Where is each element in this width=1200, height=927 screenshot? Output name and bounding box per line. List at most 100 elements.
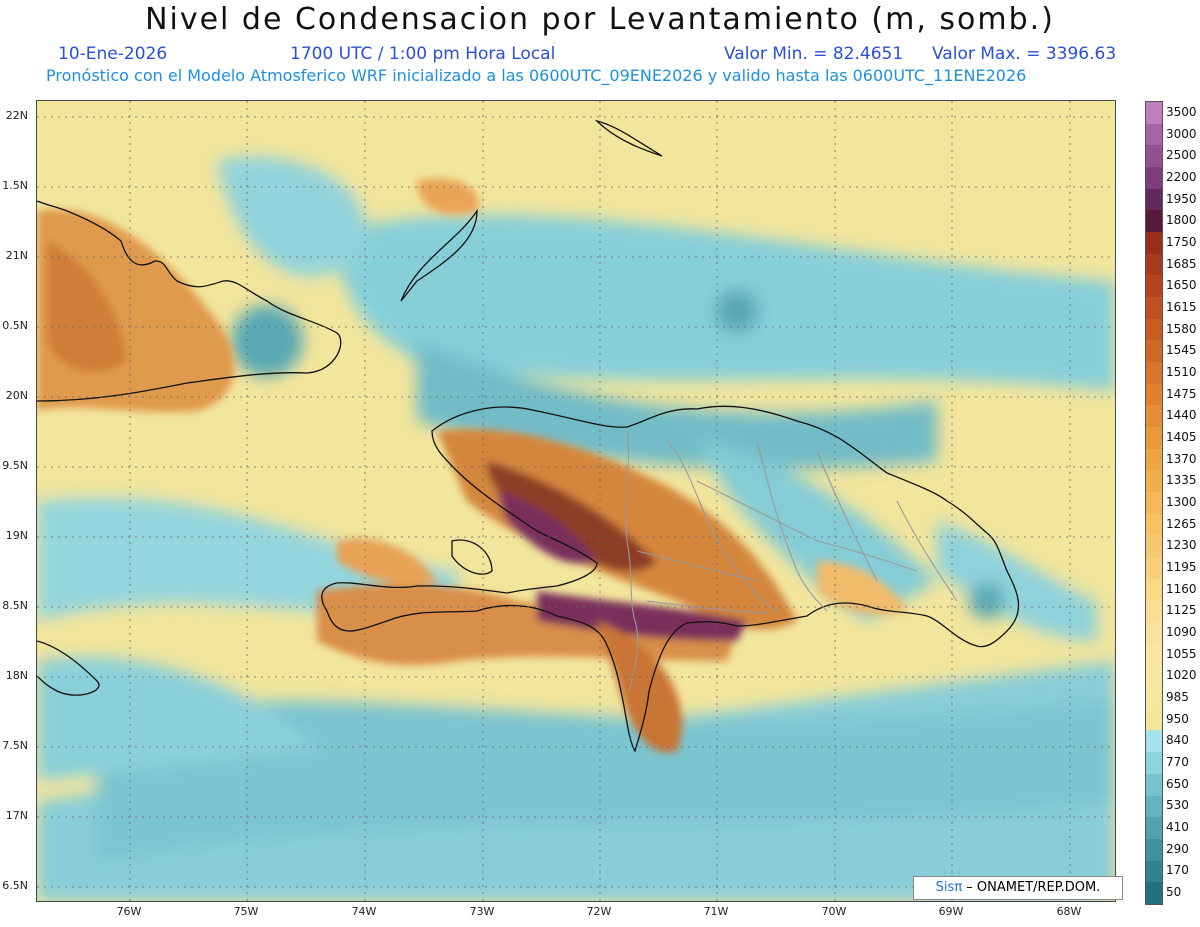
colorbar-swatch xyxy=(1146,730,1162,753)
lat-label: 8.5N xyxy=(2,599,28,612)
colorbar-swatch xyxy=(1146,188,1162,211)
colorbar-label: 950 xyxy=(1166,711,1189,726)
lon-label: 69W xyxy=(938,905,964,918)
colorbar-swatch xyxy=(1146,838,1162,861)
forecast-date: 10-Ene-2026 xyxy=(58,44,168,64)
colorbar-swatch xyxy=(1146,297,1162,319)
colorbar-label: 50 xyxy=(1166,885,1182,900)
colorbar-label: 1510 xyxy=(1166,364,1197,379)
colorbar-label: 1020 xyxy=(1166,668,1197,683)
colorbar-swatch xyxy=(1146,383,1162,406)
colorbar-label: 1370 xyxy=(1166,451,1197,466)
colorbar-swatch xyxy=(1146,600,1162,623)
colorbar-label: 1195 xyxy=(1166,560,1197,575)
forecast-time: 1700 UTC / 1:00 pm Hora Local xyxy=(290,44,556,64)
colorbar-swatch xyxy=(1146,860,1162,883)
colorbar-label: 1160 xyxy=(1166,581,1197,596)
colorbar-label: 1475 xyxy=(1166,386,1197,401)
colorbar-label: 840 xyxy=(1166,733,1189,748)
colorbar-label: 2200 xyxy=(1166,169,1197,184)
lat-label: 7.5N xyxy=(2,739,28,752)
lat-label: 20N xyxy=(5,389,28,402)
lat-label: 21N xyxy=(5,249,28,262)
colorbar-swatch xyxy=(1146,232,1162,254)
high-lcl-regions xyxy=(37,178,907,753)
colorbar-swatch xyxy=(1146,405,1162,428)
lat-label: 17N xyxy=(5,809,28,822)
colorbar xyxy=(1145,101,1163,905)
colorbar-label: 1950 xyxy=(1166,191,1197,206)
colorbar-label: 410 xyxy=(1166,820,1189,835)
colorbar-swatch xyxy=(1146,123,1162,146)
colorbar-label: 1545 xyxy=(1166,343,1197,358)
lon-label: 68W xyxy=(1056,905,1082,918)
colorbar-label: 1125 xyxy=(1166,603,1197,618)
colorbar-swatch xyxy=(1146,752,1162,774)
colorbar-swatch xyxy=(1146,643,1162,666)
colorbar-label: 530 xyxy=(1166,798,1189,813)
colorbar-label: 1335 xyxy=(1166,473,1197,488)
graticule xyxy=(37,101,1115,901)
colorbar-swatch xyxy=(1146,362,1162,384)
colorbar-label: 1685 xyxy=(1166,256,1197,271)
map-title: Nivel de Condensacion por Levantamiento … xyxy=(145,2,1055,37)
colorbar-swatch xyxy=(1146,622,1162,644)
colorbar-swatch xyxy=(1146,318,1162,341)
lon-label: 76W xyxy=(116,905,142,918)
colorbar-swatch xyxy=(1146,427,1162,449)
lat-label: 19N xyxy=(5,529,28,542)
colorbar-swatch xyxy=(1146,665,1162,688)
pi-symbol: π xyxy=(954,880,963,895)
colorbar-label: 985 xyxy=(1166,690,1189,705)
lat-label: 9.5N xyxy=(2,459,28,472)
colorbar-label: 650 xyxy=(1166,776,1189,791)
colorbar-swatch xyxy=(1146,795,1162,818)
colorbar-label: 1440 xyxy=(1166,408,1197,423)
colorbar-swatch xyxy=(1146,340,1162,363)
lon-label: 75W xyxy=(233,905,259,918)
colorbar-swatch xyxy=(1146,817,1162,839)
lat-label: 1.5N xyxy=(2,179,28,192)
colorbar-swatch xyxy=(1146,275,1162,298)
colorbar-swatch xyxy=(1146,687,1162,709)
min-value: Valor Min. = 82.4651 xyxy=(724,44,904,64)
credit-box: Sisπ – ONAMET/REP.DOM. xyxy=(913,876,1123,900)
colorbar-label: 1090 xyxy=(1166,625,1197,640)
colorbar-label: 1405 xyxy=(1166,429,1197,444)
lon-label: 73W xyxy=(469,905,495,918)
colorbar-swatch xyxy=(1146,448,1162,471)
colorbar-label: 1580 xyxy=(1166,321,1197,336)
province-boundaries xyxy=(625,430,958,692)
colorbar-swatch xyxy=(1146,210,1162,233)
colorbar-label: 1265 xyxy=(1166,516,1197,531)
colorbar-swatch xyxy=(1146,578,1162,601)
colorbar-label: 770 xyxy=(1166,755,1189,770)
colorbar-swatch xyxy=(1146,773,1162,796)
map-field xyxy=(37,101,1115,901)
colorbar-swatch xyxy=(1146,557,1162,579)
lon-label: 70W xyxy=(821,905,847,918)
lat-label: 0.5N xyxy=(2,319,28,332)
model-info: Pronóstico con el Modelo Atmosferico WRF… xyxy=(46,66,1027,85)
colorbar-swatch xyxy=(1146,253,1162,276)
colorbar-label: 1230 xyxy=(1166,538,1197,553)
lat-label: 22N xyxy=(5,109,28,122)
colorbar-label: 1615 xyxy=(1166,299,1197,314)
lon-label: 74W xyxy=(351,905,377,918)
colorbar-label: 1300 xyxy=(1166,495,1197,509)
colorbar-swatch xyxy=(1146,102,1162,124)
lat-label: 6.5N xyxy=(2,879,28,892)
credit-suffix: – ONAMET/REP.DOM. xyxy=(966,880,1101,895)
colorbar-label: 170 xyxy=(1166,863,1189,878)
coastlines xyxy=(37,119,1020,753)
colorbar-swatch xyxy=(1146,535,1162,558)
lon-label: 71W xyxy=(703,905,729,918)
colorbar-label: 2500 xyxy=(1166,148,1197,163)
lat-label: 18N xyxy=(5,669,28,682)
colorbar-swatch xyxy=(1146,492,1162,514)
colorbar-label: 1800 xyxy=(1166,213,1197,228)
colorbar-swatch xyxy=(1146,513,1162,536)
colorbar-swatch xyxy=(1146,167,1162,189)
max-value: Valor Max. = 3396.63 xyxy=(932,44,1117,64)
colorbar-label: 1650 xyxy=(1166,278,1197,293)
